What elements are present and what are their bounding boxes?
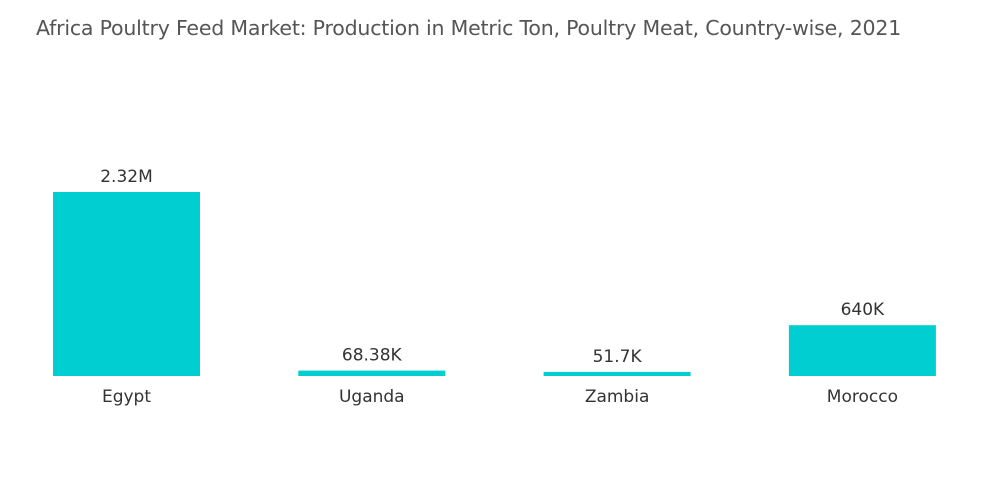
- bar-uganda: [298, 370, 446, 376]
- x-tick-label-zambia: Zambia: [585, 387, 650, 407]
- value-label-morocco: 640K: [841, 300, 885, 320]
- x-axis-tick-labels: Egypt Uganda Zambia Morocco: [102, 387, 898, 407]
- x-tick-label-uganda: Uganda: [339, 387, 405, 407]
- x-tick-label-morocco: Morocco: [827, 387, 898, 407]
- value-label-uganda: 68.38K: [342, 346, 403, 366]
- chart-title: Africa Poultry Feed Market: Production i…: [36, 16, 902, 40]
- value-label-zambia: 51.7K: [593, 347, 643, 367]
- value-labels-group: 2.32M 68.38K 51.7K 640K: [100, 167, 885, 367]
- bar-zambia: [543, 371, 691, 376]
- bar-morocco: [788, 325, 936, 376]
- value-label-egypt: 2.32M: [100, 167, 153, 187]
- bar-egypt: [53, 192, 200, 376]
- x-tick-label-egypt: Egypt: [102, 387, 151, 407]
- bars-group: [53, 192, 936, 376]
